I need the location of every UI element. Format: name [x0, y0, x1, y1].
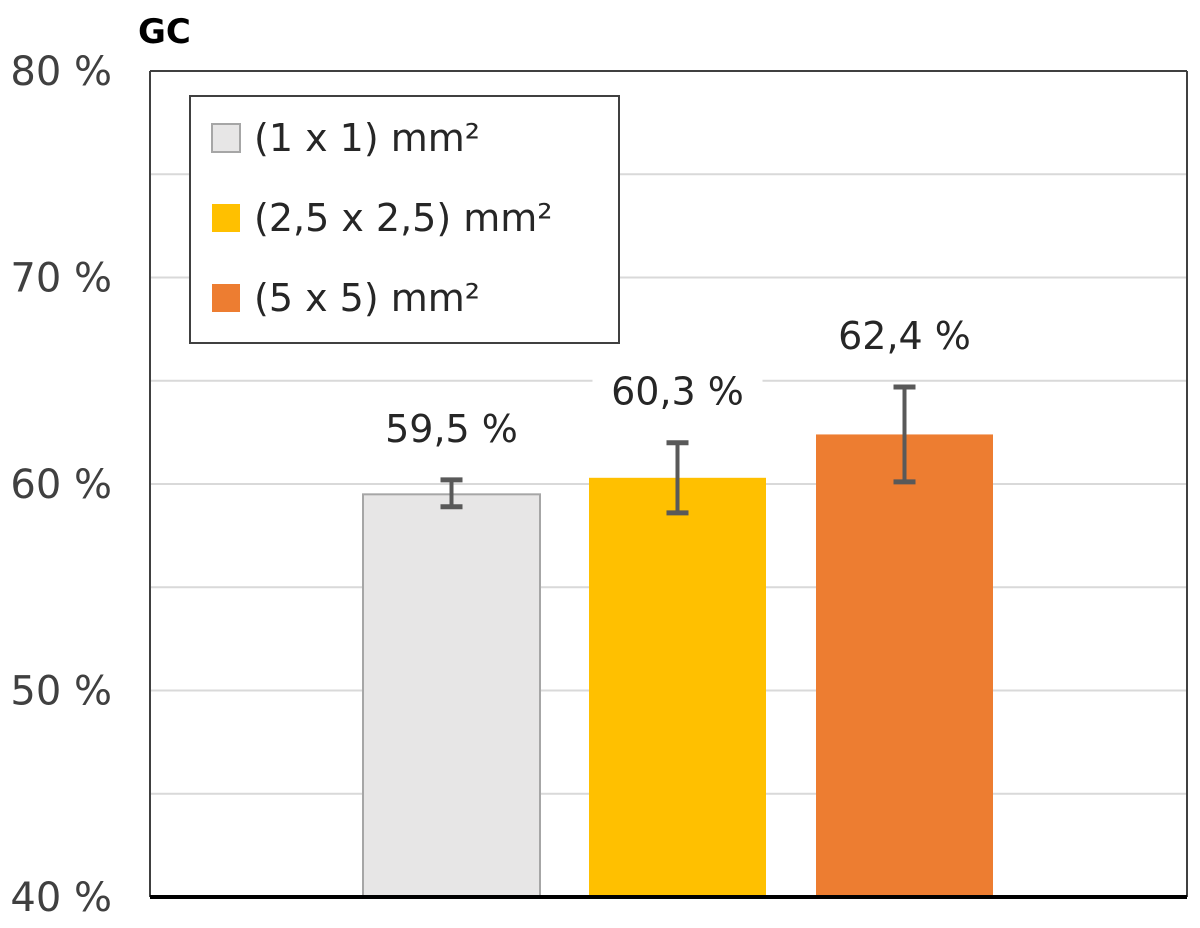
data-label-background — [592, 364, 763, 417]
data-label-background — [819, 308, 990, 361]
bar — [589, 477, 766, 897]
y-tick-label: 50 % — [10, 669, 112, 715]
legend-swatch — [212, 284, 240, 312]
y-tick-label: 40 % — [10, 875, 112, 921]
legend-box — [189, 95, 620, 344]
legend-swatch — [212, 204, 240, 232]
data-label: 60,3 % — [611, 370, 744, 414]
data-labels: 59,5 % 60,3 % 62,4 % — [366, 308, 990, 454]
bars — [362, 434, 993, 898]
y-tick-label: 80 % — [10, 49, 112, 95]
legend: (1 x 1) mm² (2,5 x 2,5) mm² (5 x 5) mm² — [189, 95, 620, 344]
error-bars — [440, 384, 916, 516]
y-tick-label: 60 % — [10, 462, 112, 508]
bar — [362, 493, 541, 898]
plot-frame — [149, 70, 1188, 899]
data-label: 59,5 % — [385, 407, 518, 451]
data-label: 62,4 % — [838, 314, 971, 358]
legend-swatch — [211, 123, 241, 153]
legend-label: (1 x 1) mm² — [254, 116, 480, 160]
y-tick-label: 70 % — [10, 256, 112, 302]
legend-label: (5 x 5) mm² — [254, 276, 480, 320]
chart-title: GC — [138, 12, 191, 52]
bar — [816, 434, 993, 897]
legend-label: (2,5 x 2,5) mm² — [254, 196, 553, 240]
y-axis-ticks: 40 % 50 % 60 % 70 % 80 % — [10, 49, 112, 921]
data-label-background — [366, 401, 537, 454]
